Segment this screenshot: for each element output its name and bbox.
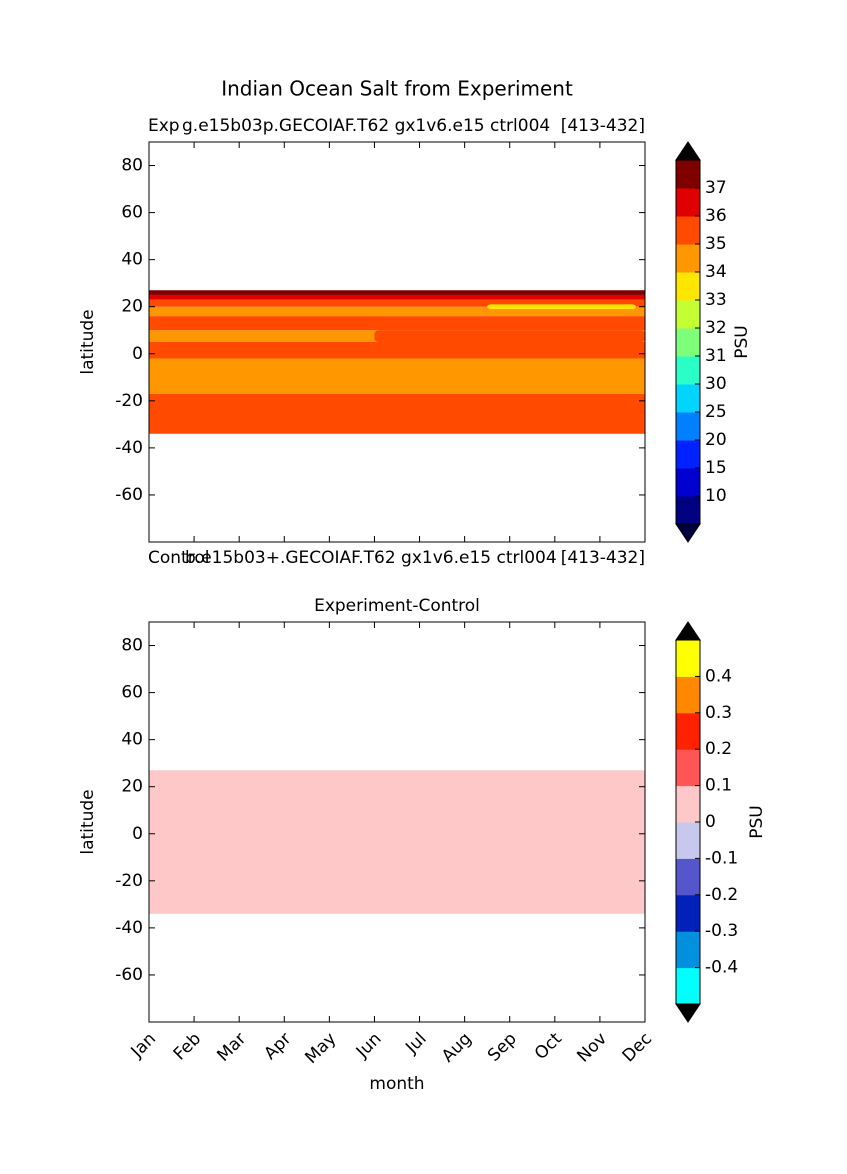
contour-band xyxy=(149,342,645,359)
colorbar-tick-label: 31 xyxy=(705,346,727,366)
colorbar-tick-label: 0 xyxy=(705,812,716,832)
colorbar-box xyxy=(676,676,700,714)
colorbar-box xyxy=(676,785,700,823)
colorbar-frame xyxy=(675,159,701,525)
contour-band xyxy=(149,770,645,914)
y-tick-label: -60 xyxy=(115,485,143,505)
colorbar-box xyxy=(676,440,700,469)
colorbar-label: PSU xyxy=(747,805,767,839)
panel-left-label: Exp xyxy=(148,116,180,136)
colorbar-tick-label: 20 xyxy=(705,430,727,450)
plot-frame xyxy=(148,141,646,543)
colorbar-box xyxy=(676,300,700,329)
colorbar-tick-label: 33 xyxy=(705,290,727,310)
colorbar-box xyxy=(676,931,700,969)
colorbar-tick-label: -0.4 xyxy=(705,958,738,978)
colorbar-tick-label: 34 xyxy=(705,262,727,282)
contour-band xyxy=(149,358,645,394)
panel-left-label: Control xyxy=(148,548,209,568)
y-tick-label: 20 xyxy=(121,777,143,797)
y-tick-label: 80 xyxy=(121,636,143,656)
colorbar-box xyxy=(676,244,700,273)
contour-band xyxy=(149,316,645,331)
contour-band xyxy=(149,393,645,434)
colorbar-tick-label: 25 xyxy=(705,402,727,422)
contour-band xyxy=(149,290,645,295)
colorbar-tick-label: 0.4 xyxy=(705,666,732,686)
colorbar-box xyxy=(676,640,700,677)
colorbar-tick-label: 32 xyxy=(705,318,727,338)
colorbar-box xyxy=(676,822,700,859)
contour-patch xyxy=(374,330,645,342)
contour-patch xyxy=(487,304,636,310)
colorbar-tick-label: 36 xyxy=(705,206,727,226)
colorbar-box xyxy=(676,712,700,750)
colorbar-box xyxy=(676,468,700,497)
colorbar-label: PSU xyxy=(732,325,752,359)
y-tick-label: -20 xyxy=(115,871,143,891)
y-axis-label: latitude xyxy=(78,309,98,374)
panel-right-label: [413-432] xyxy=(561,116,645,136)
y-tick-label: -20 xyxy=(115,391,143,411)
panel-case-label: b.e15b03+.GECOIAF.T62 gx1v6.e15 ctrl004 xyxy=(185,548,557,568)
contour-band xyxy=(149,299,645,307)
panel-title: Experiment-Control xyxy=(314,596,480,616)
colorbar-box xyxy=(676,496,700,525)
colorbar-box xyxy=(676,188,700,217)
colorbar-tick-label: 10 xyxy=(705,486,727,506)
figure-title: Indian Ocean Salt from Experiment xyxy=(221,77,573,101)
y-tick-label: -40 xyxy=(115,918,143,938)
y-tick-label: 80 xyxy=(121,156,143,176)
colorbar-tick-label: -0.1 xyxy=(705,848,738,868)
panel-case-label: g.e15b03p.GECOIAF.T62 gx1v6.e15 ctrl004 xyxy=(182,116,550,136)
colorbar-tick-label: 37 xyxy=(705,178,727,198)
colorbar-box xyxy=(676,328,700,357)
colorbar-box xyxy=(676,356,700,385)
y-tick-label: 40 xyxy=(121,250,143,270)
colorbar-tick-label: 15 xyxy=(705,458,727,478)
y-tick-label: 0 xyxy=(132,344,143,364)
y-tick-label: 20 xyxy=(121,297,143,317)
colorbar-box xyxy=(676,749,700,787)
colorbar-box xyxy=(676,967,700,1005)
contour-band xyxy=(149,306,645,317)
y-axis-label: latitude xyxy=(78,789,98,854)
y-tick-label: 40 xyxy=(121,730,143,750)
colorbar-tick-label: -0.2 xyxy=(705,885,738,905)
y-tick-label: -40 xyxy=(115,438,143,458)
y-tick-label: -60 xyxy=(115,965,143,985)
colorbar-tick-label: 0.3 xyxy=(705,703,732,723)
colorbar-box xyxy=(676,894,700,932)
colorbar-box xyxy=(676,412,700,441)
y-tick-label: 0 xyxy=(132,824,143,844)
colorbar-tick-label: -0.3 xyxy=(705,921,738,941)
x-axis-label: month xyxy=(369,1074,424,1094)
colorbar-box xyxy=(676,160,700,189)
colorbar-box xyxy=(676,384,700,413)
colorbar-box xyxy=(676,216,700,245)
y-tick-label: 60 xyxy=(121,203,143,223)
colorbar-box xyxy=(676,272,700,301)
contour-band xyxy=(149,294,645,300)
colorbar-tick-label: 30 xyxy=(705,374,727,394)
panel-right-label: [413-432] xyxy=(561,548,645,568)
colorbar-tick-label: 35 xyxy=(705,234,727,254)
colorbar-box xyxy=(676,858,700,896)
colorbar-tick-label: 0.1 xyxy=(705,776,732,796)
plot-frame xyxy=(148,621,646,1023)
colorbar-tick-label: 0.2 xyxy=(705,739,732,759)
y-tick-label: 60 xyxy=(121,683,143,703)
